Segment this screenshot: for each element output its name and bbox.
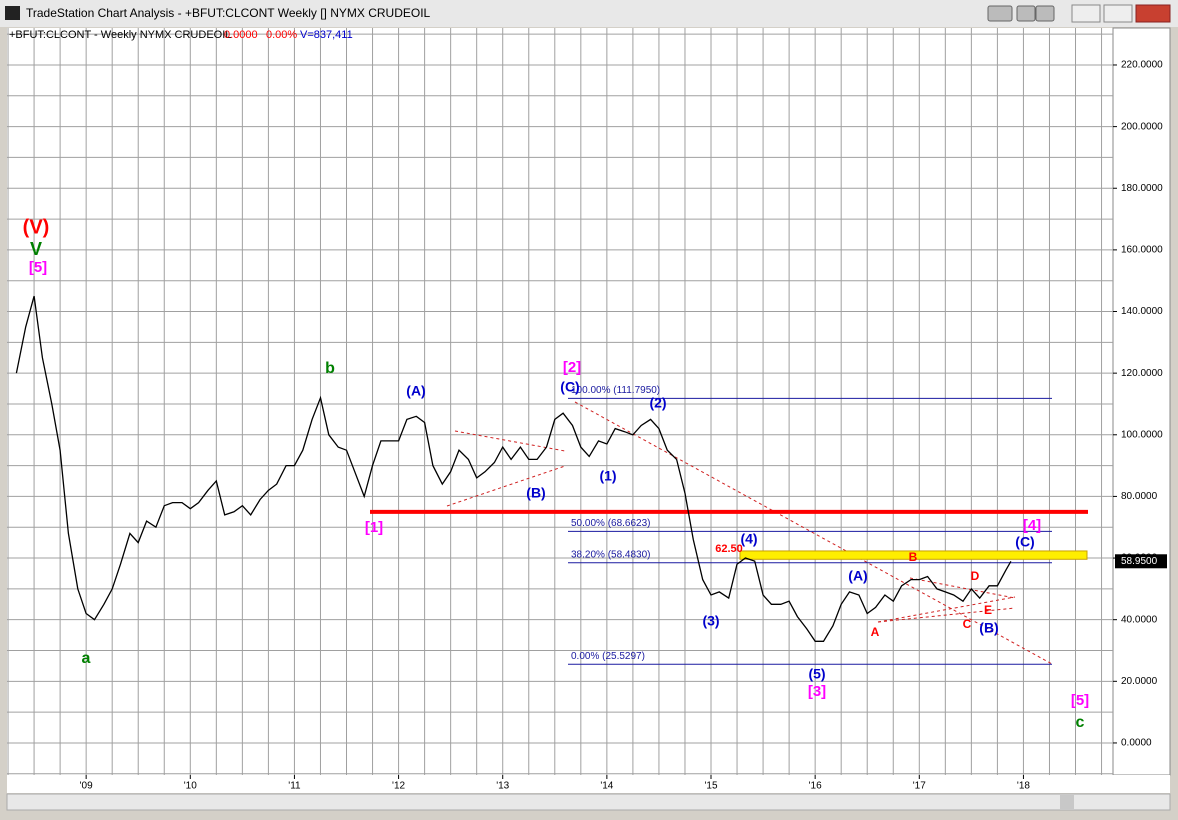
trend-line xyxy=(877,596,1016,623)
trend-line xyxy=(877,607,1016,623)
wave-label: [5] xyxy=(1071,692,1089,709)
wave-label: (C) xyxy=(1015,534,1034,550)
wave-label: [3] xyxy=(808,683,826,700)
wave-label: (1) xyxy=(599,468,616,484)
y-tick-label: 140.0000 xyxy=(1121,306,1163,317)
wave-label: D xyxy=(971,569,980,583)
wave-label: B xyxy=(909,550,918,564)
scroll-thumb[interactable] xyxy=(1060,795,1074,809)
change: 0.0000 xyxy=(224,29,258,41)
y-tick-label: 20.0000 xyxy=(1121,676,1158,687)
wave-label: 62.50 xyxy=(715,543,743,555)
wave-label: (B) xyxy=(979,620,998,636)
wave-label: [1] xyxy=(365,519,383,536)
last-price-box xyxy=(1115,554,1167,569)
plot-area xyxy=(7,28,1113,775)
wave-label: (B) xyxy=(526,485,545,501)
volume: V=837,411 xyxy=(300,29,353,41)
x-tick-label: '14 xyxy=(600,781,613,792)
change-pct: 0.00% xyxy=(266,29,297,41)
wave-label: (2) xyxy=(649,395,666,411)
wave-label: (5) xyxy=(808,666,825,682)
scrollbar[interactable] xyxy=(6,793,1171,811)
wave-label: b xyxy=(325,360,335,377)
y-tick-label: 180.0000 xyxy=(1121,183,1163,194)
wave-label: (3) xyxy=(702,613,719,629)
y-tick-label: 40.0000 xyxy=(1121,614,1158,625)
wave-label: A xyxy=(871,625,880,639)
y-tick-label: 0.0000 xyxy=(1121,738,1152,749)
x-tick-label: '12 xyxy=(392,781,405,792)
wave-label: c xyxy=(1076,714,1085,731)
price-line xyxy=(15,295,1012,642)
arrow-button[interactable] xyxy=(1016,5,1036,22)
y-tick-label: 200.0000 xyxy=(1121,121,1163,132)
wave-label: (4) xyxy=(740,531,757,547)
x-tick-label: '10 xyxy=(184,781,197,792)
wave-label: (V) xyxy=(23,216,50,238)
title-bar xyxy=(0,0,1178,27)
wave-label: (C) xyxy=(560,379,579,395)
symbol-info: +BFUT:CLCONT - Weekly NYMX CRUDEOIL xyxy=(9,29,231,41)
fib-label: 100.00% (111.7950) xyxy=(571,385,660,396)
trend-line xyxy=(574,401,1053,665)
wave-label: V xyxy=(30,239,42,259)
maximize-button[interactable] xyxy=(1103,4,1133,23)
time-axis xyxy=(7,775,1170,793)
wave-label: (A) xyxy=(406,383,425,399)
wave-label: (A) xyxy=(848,568,867,584)
x-tick-label: '13 xyxy=(496,781,509,792)
y-tick-label: 220.0000 xyxy=(1121,60,1163,71)
x-tick-label: '11 xyxy=(288,781,301,792)
last-price-label: 58.9500 xyxy=(1121,556,1158,567)
minimize-button[interactable] xyxy=(1071,4,1101,23)
y-tick-label: 160.0000 xyxy=(1121,245,1163,256)
wave-label: C xyxy=(963,617,972,631)
fib-label: 0.00% (25.5297) xyxy=(571,651,645,662)
wave-label: [2] xyxy=(563,359,581,376)
x-tick-label: '18 xyxy=(1017,781,1030,792)
sync-button[interactable] xyxy=(987,5,1013,22)
y-tick-label: 120.0000 xyxy=(1121,368,1163,379)
target-zone xyxy=(739,550,1088,560)
trend-line xyxy=(446,465,566,507)
x-tick-label: '09 xyxy=(80,781,93,792)
app-icon xyxy=(5,6,20,20)
window-title: TradeStation Chart Analysis - +BFUT:CLCO… xyxy=(26,6,431,20)
x-tick-label: '16 xyxy=(809,781,822,792)
trend-line xyxy=(454,430,566,452)
y-tick-label: 80.0000 xyxy=(1121,491,1158,502)
price-axis xyxy=(1112,27,1171,776)
y-tick-label: 100.0000 xyxy=(1121,429,1163,440)
fib-label: 38.20% (58.4830) xyxy=(571,549,651,560)
chart: '09 '10 '11 '12 '13 '14 '15 '16 '17 '18 0.0000 20.0… xyxy=(7,28,1167,792)
wave-label: [4] xyxy=(1023,517,1041,534)
x-tick-label: '17 xyxy=(913,781,926,792)
wave-label: a xyxy=(82,650,91,667)
wave-label: E xyxy=(984,603,992,617)
arrow-button[interactable] xyxy=(1035,5,1055,22)
fib-label: 50.00% (68.6623) xyxy=(571,518,651,529)
x-tick-label: '15 xyxy=(704,781,717,792)
close-button[interactable] xyxy=(1135,4,1171,23)
wave-label: [5] xyxy=(29,259,47,276)
